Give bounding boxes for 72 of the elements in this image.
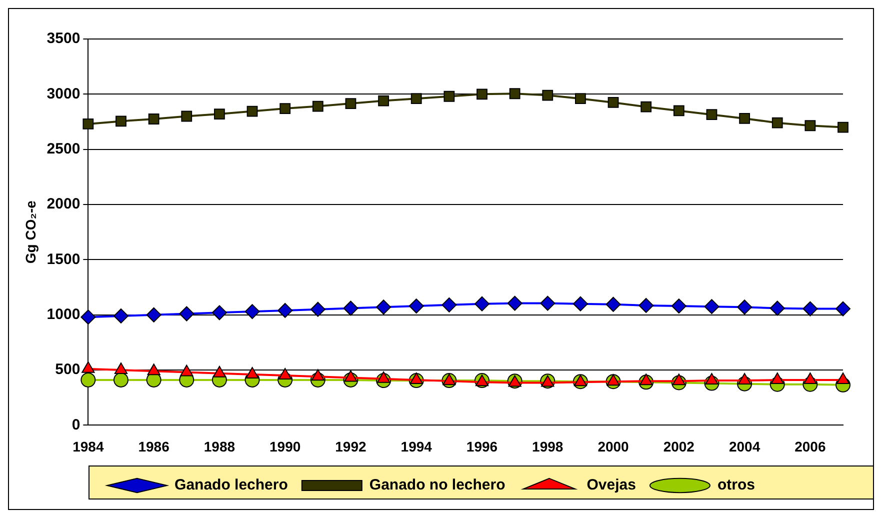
point xyxy=(376,371,390,383)
legend-label: Ganado lechero xyxy=(174,476,288,494)
y-tick-label: 500 xyxy=(55,361,80,378)
point xyxy=(705,373,718,385)
point xyxy=(312,100,324,112)
point xyxy=(575,93,586,104)
legend-label: Ovejas xyxy=(586,476,636,494)
x-tick-label: 1996 xyxy=(466,438,498,454)
point xyxy=(280,103,291,114)
point xyxy=(608,97,619,108)
point xyxy=(476,88,488,100)
point xyxy=(836,372,850,384)
point xyxy=(246,366,259,378)
y-tick-label: 2500 xyxy=(46,140,80,158)
point xyxy=(80,372,96,388)
point xyxy=(444,90,455,102)
point xyxy=(838,122,848,133)
point xyxy=(804,120,816,132)
point xyxy=(116,116,126,127)
point xyxy=(738,373,752,385)
point xyxy=(82,118,94,130)
point xyxy=(278,368,292,380)
x-tick-label: 1992 xyxy=(335,438,366,454)
point xyxy=(113,372,128,388)
x-tick-label: 1998 xyxy=(532,438,564,454)
x-tick-label: 2002 xyxy=(663,438,695,454)
x-tick-label: 1986 xyxy=(138,438,170,454)
point xyxy=(706,109,718,120)
point xyxy=(344,370,358,382)
legend-label: Ganado no lechero xyxy=(369,476,506,494)
point xyxy=(606,374,620,386)
x-tick-label: 2000 xyxy=(598,438,630,454)
point xyxy=(442,374,456,386)
point xyxy=(542,90,554,101)
x-tick-label: 1984 xyxy=(72,438,104,454)
legend-label: otros xyxy=(717,476,755,494)
point xyxy=(82,361,95,373)
point xyxy=(212,366,226,378)
y-tick-label: 1000 xyxy=(46,306,80,323)
point xyxy=(804,372,817,384)
point xyxy=(772,117,783,128)
point xyxy=(739,112,750,124)
point xyxy=(672,374,686,386)
x-tick-label: 1994 xyxy=(400,438,432,454)
point xyxy=(345,98,356,109)
point xyxy=(410,372,423,384)
point xyxy=(673,105,684,116)
point xyxy=(410,93,422,104)
point xyxy=(574,374,588,386)
point xyxy=(378,95,389,106)
y-axis-title: Gg CO₂-e xyxy=(22,200,38,264)
point xyxy=(770,372,784,384)
y-tick-label: 0 xyxy=(72,416,80,434)
x-tick-label: 2006 xyxy=(794,438,826,454)
point xyxy=(180,364,194,376)
y-tick-label: 2000 xyxy=(46,196,80,213)
point xyxy=(214,108,225,120)
point xyxy=(509,88,520,100)
point xyxy=(181,110,192,122)
y-tick-label: 3500 xyxy=(46,30,80,48)
y-tick-label: 1500 xyxy=(46,250,80,268)
y-tick-label: 3000 xyxy=(46,85,80,102)
point xyxy=(114,362,128,374)
x-tick-label: 1990 xyxy=(270,438,301,454)
point xyxy=(640,101,652,112)
x-tick-label: 2004 xyxy=(728,438,760,454)
x-tick-label: 1988 xyxy=(204,438,236,454)
point xyxy=(148,114,160,124)
point xyxy=(246,106,258,117)
point xyxy=(147,364,160,376)
point xyxy=(640,374,653,386)
point xyxy=(311,369,324,381)
